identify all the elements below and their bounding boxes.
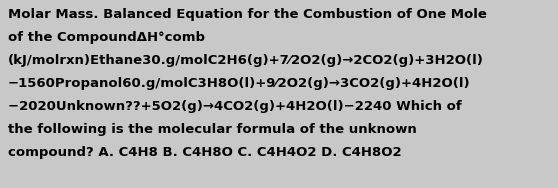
Text: −1560Propanol60.g/molC3H8O(l)+9⁄2O2(g)→3CO2(g)+4H2O(l): −1560Propanol60.g/molC3H8O(l)+9⁄2O2(g)→3… [8,77,470,90]
Text: (kJ/molrxn)Ethane30.g/molC2H6(g)+7⁄2O2(g)→2CO2(g)+3H2O(l): (kJ/molrxn)Ethane30.g/molC2H6(g)+7⁄2O2(g… [8,54,484,67]
Text: Molar Mass. Balanced Equation for the Combustion of One Mole: Molar Mass. Balanced Equation for the Co… [8,8,487,21]
Text: compound? A. C4H8 B. C4H8O C. C4H4O2 D. C4H8O2: compound? A. C4H8 B. C4H8O C. C4H4O2 D. … [8,146,402,159]
Text: of the CompoundΔH°comb: of the CompoundΔH°comb [8,31,205,44]
Text: the following is the molecular formula of the unknown: the following is the molecular formula o… [8,123,417,136]
Text: −2020Unknown??+5O2(g)→4CO2(g)+4H2O(l)−2240 Which of: −2020Unknown??+5O2(g)→4CO2(g)+4H2O(l)−22… [8,100,462,113]
